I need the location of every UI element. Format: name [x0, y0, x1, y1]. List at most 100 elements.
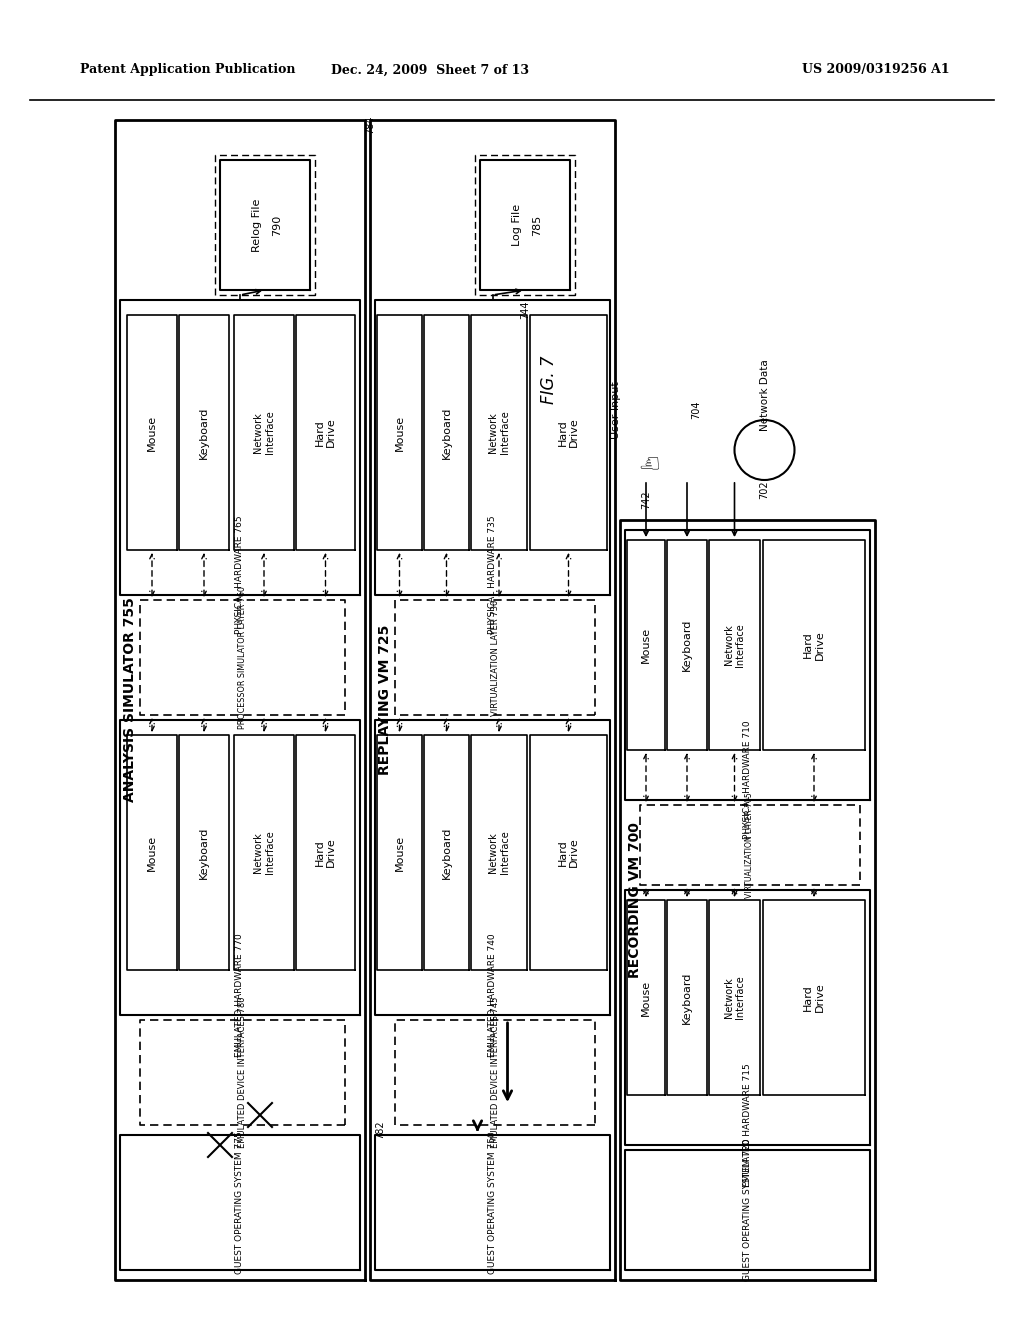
Polygon shape — [375, 300, 610, 595]
Text: PROCESSOR SIMULATOR LAYER 760: PROCESSOR SIMULATOR LAYER 760 — [238, 586, 247, 729]
Text: REPLAYING VM 725: REPLAYING VM 725 — [378, 624, 392, 775]
Polygon shape — [620, 520, 874, 1280]
Text: 782: 782 — [375, 1121, 385, 1139]
Text: Mouse: Mouse — [394, 414, 404, 450]
Text: Mouse: Mouse — [147, 414, 157, 450]
Text: Hard
Drive: Hard Drive — [558, 838, 580, 867]
Polygon shape — [475, 154, 575, 294]
Text: 742: 742 — [641, 491, 651, 510]
Polygon shape — [140, 1020, 345, 1125]
Text: Mouse: Mouse — [641, 979, 651, 1015]
Text: 704: 704 — [691, 401, 701, 420]
Polygon shape — [375, 1135, 610, 1270]
Text: Patent Application Publication: Patent Application Publication — [80, 63, 296, 77]
Polygon shape — [471, 315, 527, 550]
Polygon shape — [709, 900, 760, 1096]
Polygon shape — [471, 735, 527, 970]
Text: 784: 784 — [365, 116, 375, 135]
Text: 785: 785 — [532, 214, 542, 236]
Polygon shape — [627, 540, 665, 750]
Polygon shape — [370, 120, 615, 1280]
Text: Mouse: Mouse — [641, 627, 651, 663]
Text: Hard
Drive: Hard Drive — [314, 838, 336, 867]
Polygon shape — [220, 160, 310, 290]
Text: GUEST OPERATING SYSTEM 720: GUEST OPERATING SYSTEM 720 — [743, 1139, 752, 1282]
Polygon shape — [377, 735, 422, 970]
Polygon shape — [709, 540, 760, 750]
Text: Keyboard: Keyboard — [199, 826, 209, 879]
Polygon shape — [395, 601, 595, 715]
Text: Hard
Drive: Hard Drive — [803, 982, 824, 1012]
Text: Hard
Drive: Hard Drive — [558, 417, 580, 447]
Polygon shape — [377, 315, 422, 550]
Text: Keyboard: Keyboard — [441, 407, 452, 458]
Text: Network
Interface: Network Interface — [488, 411, 510, 454]
Polygon shape — [424, 315, 469, 550]
Polygon shape — [234, 735, 294, 970]
Text: 790: 790 — [272, 214, 282, 236]
Text: Log File: Log File — [512, 203, 522, 246]
Polygon shape — [627, 900, 665, 1096]
Text: Keyboard: Keyboard — [199, 407, 209, 458]
Text: 744: 744 — [520, 301, 530, 319]
Polygon shape — [625, 531, 870, 800]
Polygon shape — [424, 735, 469, 970]
Polygon shape — [140, 601, 345, 715]
Text: PHYSICAL HARDWARE 765: PHYSICAL HARDWARE 765 — [236, 516, 245, 635]
Polygon shape — [625, 1150, 870, 1270]
Text: Relog File: Relog File — [252, 198, 262, 252]
Polygon shape — [763, 540, 865, 750]
Text: Network
Interface: Network Interface — [253, 830, 274, 874]
Text: Network
Interface: Network Interface — [724, 623, 745, 667]
Polygon shape — [115, 120, 365, 1280]
Polygon shape — [120, 1135, 360, 1270]
Polygon shape — [530, 315, 607, 550]
Polygon shape — [120, 300, 360, 595]
Text: Hard
Drive: Hard Drive — [314, 417, 336, 447]
Polygon shape — [127, 315, 177, 550]
Polygon shape — [667, 900, 707, 1096]
Text: Network
Interface: Network Interface — [488, 830, 510, 874]
Text: VIRTUALIZATION LAYER 705: VIRTUALIZATION LAYER 705 — [745, 792, 755, 898]
Text: Hard
Drive: Hard Drive — [803, 630, 824, 660]
Text: EMULATED HARDWARE 715: EMULATED HARDWARE 715 — [743, 1063, 752, 1187]
Text: EMULATED DEVICE INTERFACES 780: EMULATED DEVICE INTERFACES 780 — [238, 997, 247, 1148]
Text: ☞: ☞ — [635, 447, 657, 473]
Polygon shape — [234, 315, 294, 550]
Text: GUEST OPERATING SYSTEM 775: GUEST OPERATING SYSTEM 775 — [236, 1131, 245, 1274]
Polygon shape — [296, 315, 355, 550]
Polygon shape — [120, 719, 360, 1015]
Polygon shape — [179, 735, 229, 970]
Text: Keyboard: Keyboard — [682, 972, 692, 1024]
Polygon shape — [179, 315, 229, 550]
Text: 702: 702 — [760, 480, 769, 499]
Text: Mouse: Mouse — [147, 834, 157, 871]
Text: GUEST OPERATING SYSTEM 750: GUEST OPERATING SYSTEM 750 — [488, 1131, 497, 1274]
Polygon shape — [530, 735, 607, 970]
Text: Network
Interface: Network Interface — [253, 411, 274, 454]
Polygon shape — [763, 900, 865, 1096]
Text: Mouse: Mouse — [394, 834, 404, 871]
Polygon shape — [480, 160, 570, 290]
Polygon shape — [395, 1020, 595, 1125]
Polygon shape — [625, 890, 870, 1144]
Text: User Input: User Input — [611, 381, 621, 438]
Text: EMULATED HARDWARE 770: EMULATED HARDWARE 770 — [236, 933, 245, 1057]
Text: Keyboard: Keyboard — [441, 826, 452, 879]
Text: ANALYSIS SIMULATOR 755: ANALYSIS SIMULATOR 755 — [123, 598, 137, 803]
Polygon shape — [296, 735, 355, 970]
Text: Network Data: Network Data — [760, 359, 769, 430]
Polygon shape — [127, 735, 177, 970]
Polygon shape — [215, 154, 315, 294]
Text: VIRTUALIZATION LAYER 730: VIRTUALIZATION LAYER 730 — [490, 599, 500, 715]
Text: EMULATED DEVICE INTERFACES 745: EMULATED DEVICE INTERFACES 745 — [490, 997, 500, 1148]
Text: US 2009/0319256 A1: US 2009/0319256 A1 — [803, 63, 950, 77]
Text: PHYSICAL HARDWARE 735: PHYSICAL HARDWARE 735 — [488, 516, 497, 635]
Text: PHYSICAL HARDWARE 710: PHYSICAL HARDWARE 710 — [743, 721, 752, 840]
Text: EMULATED HARDWARE 740: EMULATED HARDWARE 740 — [488, 933, 497, 1057]
Text: Network
Interface: Network Interface — [724, 975, 745, 1019]
Polygon shape — [667, 540, 707, 750]
Text: FIG. 7: FIG. 7 — [541, 356, 558, 404]
Text: Keyboard: Keyboard — [682, 619, 692, 671]
Text: Dec. 24, 2009  Sheet 7 of 13: Dec. 24, 2009 Sheet 7 of 13 — [331, 63, 529, 77]
